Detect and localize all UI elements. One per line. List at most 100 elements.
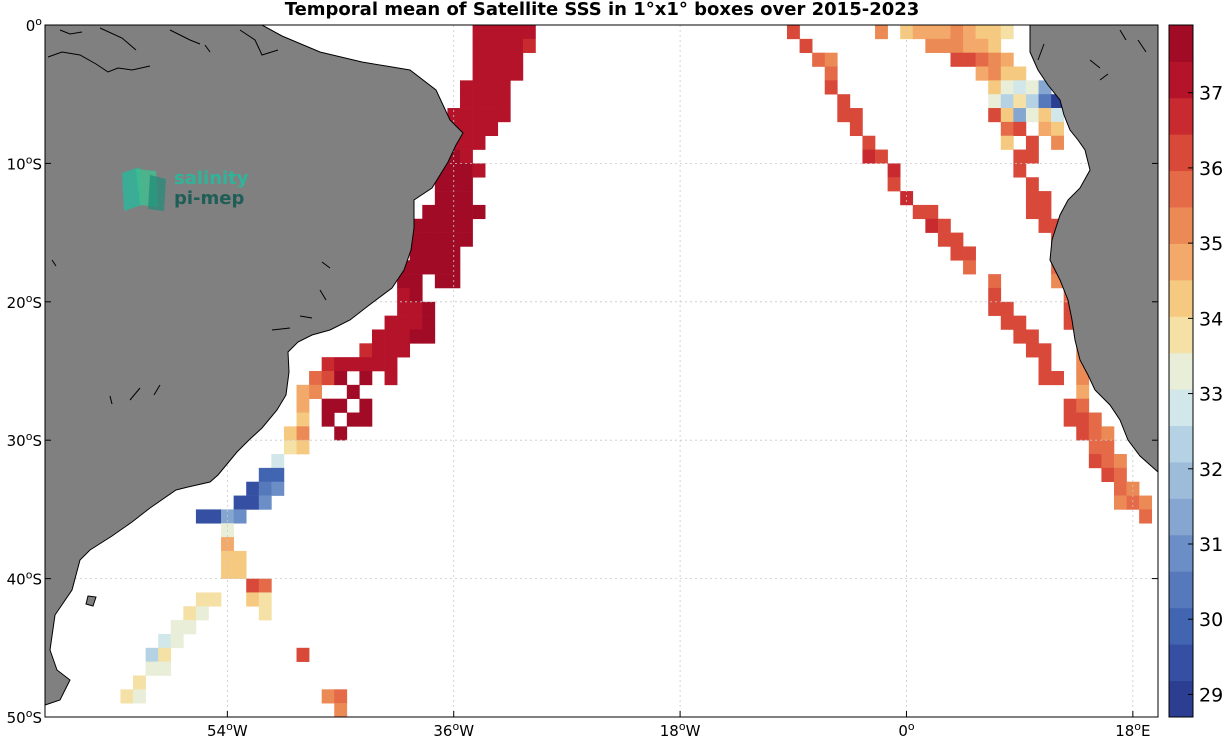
sss-cell (988, 301, 1002, 316)
sss-cell (1000, 66, 1014, 81)
y-tick-label: 0o (26, 15, 43, 35)
sss-cell (170, 633, 184, 649)
sss-cell (837, 108, 851, 123)
sss-cell (1113, 481, 1127, 496)
colorbar-swatches (1169, 25, 1193, 718)
sss-cell (485, 25, 499, 40)
sss-cell (359, 357, 373, 372)
sss-cell (70, 731, 83, 740)
map-frame (44, 24, 1159, 718)
sss-cell (321, 371, 335, 386)
sss-cell (271, 454, 285, 469)
sss-cell (1051, 108, 1064, 123)
sss-cell (950, 246, 964, 261)
sss-cell (409, 274, 423, 289)
sss-cell (497, 80, 511, 95)
sss-cell (1013, 163, 1027, 178)
sss-cell (1051, 121, 1064, 137)
y-axis-ticks: 0o 10oS 20oS 30oS 40oS 50oS (7, 15, 1158, 727)
sss-cell (397, 315, 411, 330)
sss-cell (1000, 25, 1014, 40)
sss-cell (258, 481, 272, 496)
sss-cell (133, 689, 146, 704)
sss-cell (359, 371, 373, 386)
sss-cell (472, 80, 486, 95)
logo-text-pi-mep: pi-mep (174, 188, 244, 209)
sss-cell (1088, 440, 1102, 455)
sss-cell (988, 66, 1002, 81)
colorbar-swatch (1169, 170, 1193, 208)
sss-cell (321, 412, 335, 427)
sss-cell (1013, 149, 1027, 164)
sss-cell (1025, 177, 1039, 192)
x-tick-label: 18oE (1115, 720, 1150, 740)
y-tick-label: 10oS (7, 153, 42, 173)
sss-cell (1000, 108, 1014, 123)
sss-cell (937, 218, 951, 233)
sss-cell (510, 25, 524, 40)
sss-cell (434, 260, 448, 275)
sss-cell (1013, 66, 1027, 81)
sss-cell (925, 38, 939, 53)
sss-cell (497, 66, 511, 81)
sss-cell (824, 52, 838, 67)
colorbar-swatch (1169, 25, 1193, 62)
sss-cell (1088, 426, 1102, 441)
sss-cell (447, 246, 461, 261)
sss-cell (334, 398, 348, 413)
sss-cell (384, 329, 398, 344)
logo-cube-right (148, 175, 166, 211)
sss-cell (1113, 467, 1127, 483)
colorbar-swatch (1169, 425, 1193, 463)
sss-cell (510, 66, 524, 81)
sss-cell (422, 204, 436, 220)
colorbar-swatch (1169, 352, 1193, 390)
x-tick-label: 18oW (660, 720, 701, 740)
sss-cell (409, 301, 423, 316)
sss-cell (988, 52, 1002, 67)
sss-cell (145, 647, 159, 662)
sss-cell (246, 481, 260, 496)
sss-cell (485, 66, 499, 81)
sss-cell (460, 94, 473, 109)
sss-cell (183, 620, 197, 635)
sss-cell (988, 108, 1002, 123)
sss-cell (1126, 481, 1140, 496)
sss-cell (1000, 315, 1014, 330)
sss-cell (460, 204, 473, 220)
sss-cell (975, 66, 989, 81)
sss-cell (321, 398, 335, 413)
sss-cell (158, 647, 172, 662)
sss-cell (422, 260, 436, 275)
sss-cell (1038, 357, 1052, 372)
sss-cell (460, 135, 473, 150)
colorbar-swatch (1169, 316, 1193, 354)
sss-cell (497, 52, 511, 67)
sss-cell (1025, 108, 1039, 123)
sss-cells-layer (70, 25, 1153, 740)
sss-cell (522, 25, 536, 40)
sss-cell (158, 633, 172, 649)
sss-cell (1013, 315, 1027, 330)
sss-cell (1051, 371, 1064, 386)
sss-cell (460, 218, 473, 233)
sss-cell (183, 606, 197, 621)
sss-cell (409, 315, 423, 330)
sss-cell (233, 564, 247, 579)
sss-cell (195, 592, 209, 607)
sss-cell (460, 191, 473, 206)
sss-cell (371, 357, 385, 372)
sss-cell (925, 204, 939, 220)
sss-cell (485, 80, 499, 95)
sss-cell (233, 495, 247, 510)
sss-cell (1088, 412, 1102, 427)
sss-cell (849, 108, 863, 123)
sss-cell (221, 550, 234, 566)
sss-cell (1101, 454, 1115, 469)
sss-cell (485, 52, 499, 67)
y-tick-label: 20oS (7, 292, 42, 312)
colorbar-tick-label: 35 (1199, 233, 1223, 255)
sss-cell (912, 204, 926, 220)
sss-cell (384, 371, 398, 386)
